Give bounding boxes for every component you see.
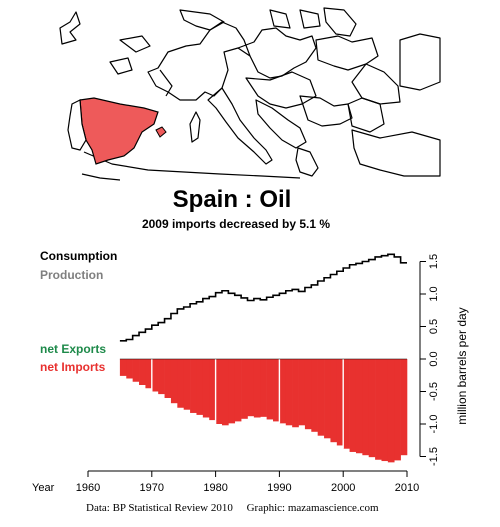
net-imports-bar-1982 (228, 359, 236, 424)
net-imports-bar-1970 (151, 359, 159, 392)
legend-production: Production (40, 268, 103, 282)
net-imports-bar-1975 (183, 359, 191, 410)
decade-separators (151, 359, 344, 449)
y-tick-label-1.5: 1.5 (428, 254, 440, 269)
net-imports-bar-1994 (304, 359, 312, 430)
portugal-shape (67, 99, 87, 151)
net-imports-bar-1981 (221, 359, 229, 426)
spain-shape (79, 97, 159, 165)
balearic-islands (155, 126, 167, 138)
net-imports-bar-1973 (170, 359, 178, 404)
net-imports-bar-1991 (285, 359, 293, 426)
net-imports-bar-1966 (126, 359, 133, 379)
net-imports-bar-1993 (298, 359, 306, 426)
y-tick-label--1.5: -1.5 (428, 447, 440, 466)
net-imports-bar-1989 (273, 359, 280, 422)
x-tick-label-1980: 1980 (203, 482, 227, 494)
y-tick-label--0.5: -0.5 (428, 382, 440, 401)
legend-net-imports: net Imports (40, 360, 106, 374)
net-imports-bar-1984 (241, 359, 248, 419)
net-imports-bar-1987 (260, 359, 267, 417)
net-imports-bar-1979 (209, 359, 216, 421)
net-imports-bar-1978 (202, 359, 210, 418)
net-imports-bar-1992 (292, 359, 299, 428)
y-tick-label-0.5: 0.5 (428, 319, 440, 334)
net-imports-bar-2009 (400, 359, 408, 456)
net-imports-bar-1988 (266, 359, 274, 420)
net-imports-bar-1974 (177, 359, 184, 408)
net-imports-bar-1999 (336, 359, 344, 446)
consumption-line (119, 253, 407, 342)
y-tick-label--1.0: -1.0 (428, 415, 440, 434)
net-imports-area (119, 359, 408, 463)
net-imports-bar-1969 (145, 359, 153, 389)
net-imports-bar-1967 (132, 359, 140, 382)
net-imports-bar-1968 (139, 359, 146, 385)
y-axis: -1.5 -1.0 -0.5 0.0 0.5 1.0 1.5 (419, 254, 440, 466)
net-imports-bar-1986 (253, 359, 261, 418)
net-imports-bar-1965 (119, 359, 127, 376)
net-imports-bar-1996 (317, 359, 325, 436)
net-imports-bar-1983 (234, 359, 242, 422)
net-imports-bar-1998 (330, 359, 338, 443)
x-tick-label-2000: 2000 (331, 482, 355, 494)
x-axis: 1960 1970 1980 1990 2000 2010 (76, 470, 419, 494)
net-imports-bar-1985 (247, 359, 255, 417)
net-imports-bar-1972 (164, 359, 172, 398)
y-axis-label: million barrels per day (455, 307, 469, 424)
net-imports-bar-1977 (196, 359, 204, 415)
y-tick-label-1.0: 1.0 (428, 286, 440, 301)
net-imports-bar-2003 (362, 359, 370, 456)
net-imports-bar-1971 (158, 359, 165, 395)
net-imports-bar-1990 (279, 359, 287, 424)
data-credit: Data: BP Statistical Review 2010 Graphic… (86, 502, 379, 514)
legend-net-exports: net Exports (40, 342, 106, 356)
net-imports-bar-1997 (324, 359, 331, 439)
net-imports-bar-2001 (349, 359, 357, 452)
net-imports-bar-2006 (381, 359, 389, 462)
net-imports-bar-1976 (190, 359, 197, 413)
x-tick-label-1960: 1960 (76, 482, 100, 494)
net-imports-bar-2004 (368, 359, 376, 458)
x-tick-label-1990: 1990 (267, 482, 291, 494)
y-tick-label-0.0: 0.0 (428, 351, 440, 366)
x-tick-label-1970: 1970 (140, 482, 164, 494)
europe-map (59, 7, 441, 181)
chart-subtitle: 2009 imports decreased by 5.1 % (142, 217, 330, 231)
net-imports-bar-2002 (355, 359, 363, 454)
net-imports-bar-2007 (387, 359, 395, 463)
net-imports-bar-1980 (215, 359, 223, 424)
legend-consumption: Consumption (40, 249, 117, 263)
net-imports-bar-1995 (311, 359, 318, 432)
net-imports-bar-2000 (343, 359, 350, 449)
x-tick-label-2010: 2010 (395, 482, 419, 494)
x-axis-label: Year (32, 482, 55, 494)
net-imports-bar-2008 (394, 359, 401, 461)
net-imports-bar-2005 (375, 359, 382, 460)
chart-title: Spain : Oil (173, 186, 292, 213)
